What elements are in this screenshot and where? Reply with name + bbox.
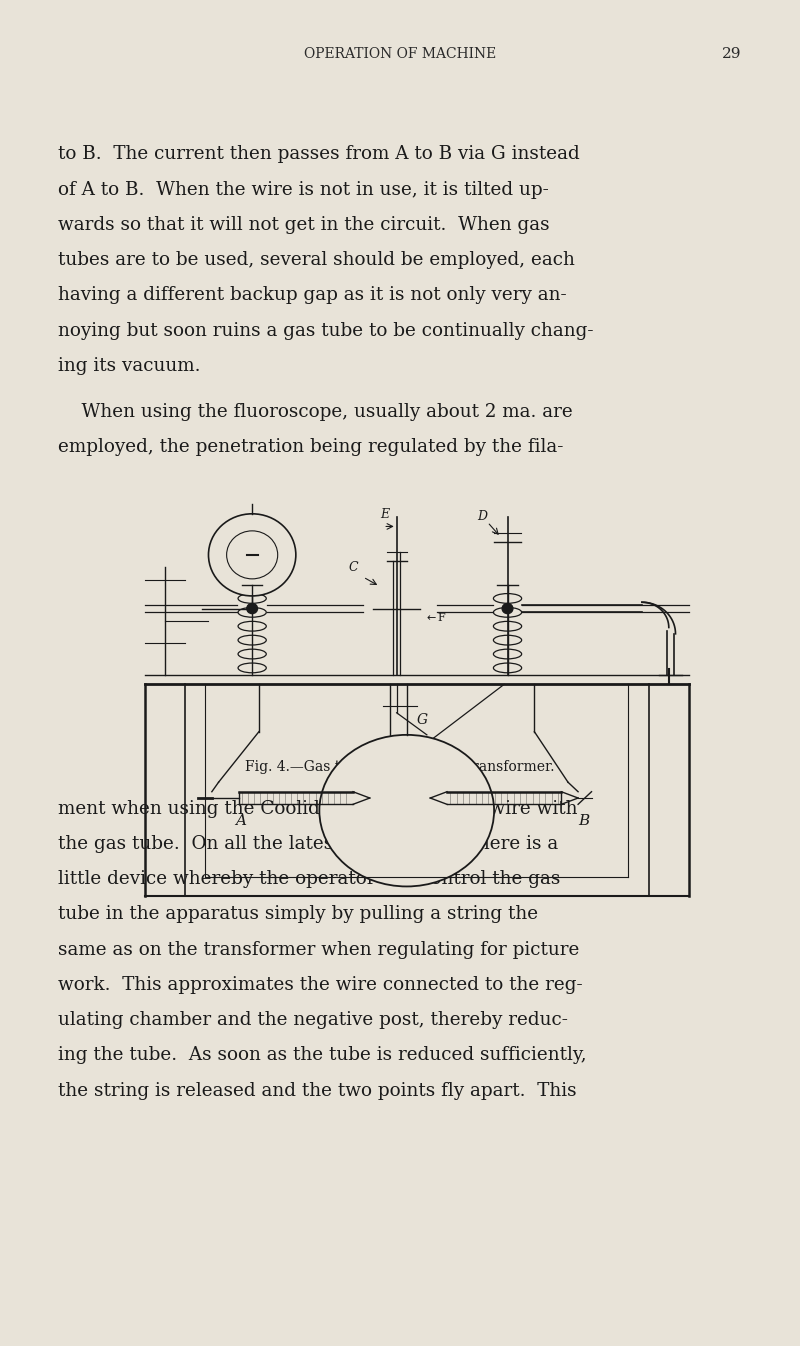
Ellipse shape (238, 607, 266, 618)
Text: having a different backup gap as it is not only very an-: having a different backup gap as it is n… (58, 287, 567, 304)
Text: ing the tube.  As soon as the tube is reduced sufficiently,: ing the tube. As soon as the tube is red… (58, 1046, 587, 1065)
Ellipse shape (494, 649, 522, 660)
Text: the string is released and the two points fly apart.  This: the string is released and the two point… (58, 1082, 577, 1100)
Ellipse shape (238, 594, 266, 603)
Circle shape (226, 530, 278, 579)
Text: C: C (348, 561, 358, 573)
Ellipse shape (494, 594, 522, 603)
Text: ing its vacuum.: ing its vacuum. (58, 357, 201, 376)
Text: work.  This approximates the wire connected to the reg-: work. This approximates the wire connect… (58, 976, 583, 993)
Text: B: B (578, 814, 590, 828)
Text: employed, the penetration being regulated by the fila-: employed, the penetration being regulate… (58, 439, 564, 456)
Text: E: E (380, 509, 389, 521)
Text: tubes are to be used, several should be employed, each: tubes are to be used, several should be … (58, 252, 575, 269)
Text: little device whereby the operator can control the gas: little device whereby the operator can c… (58, 870, 561, 888)
Ellipse shape (494, 622, 522, 631)
Text: OPERATION OF MACHINE: OPERATION OF MACHINE (304, 47, 496, 61)
Ellipse shape (238, 622, 266, 631)
Text: of A to B.  When the wire is not in use, it is tilted up-: of A to B. When the wire is not in use, … (58, 180, 549, 199)
Circle shape (246, 603, 258, 614)
Text: wards so that it will not get in the circuit.  When gas: wards so that it will not get in the cir… (58, 215, 550, 234)
Text: tube in the apparatus simply by pulling a string the: tube in the apparatus simply by pulling … (58, 906, 538, 923)
Text: $\leftarrow$F: $\leftarrow$F (423, 611, 446, 623)
Ellipse shape (319, 735, 494, 887)
Text: Fig. 4.—Gas tube connected to transformer.: Fig. 4.—Gas tube connected to transforme… (246, 760, 554, 774)
Text: G: G (417, 713, 428, 727)
Ellipse shape (238, 649, 266, 660)
Ellipse shape (238, 635, 266, 645)
Text: D: D (478, 510, 487, 524)
Ellipse shape (494, 664, 522, 673)
Text: 29: 29 (722, 47, 742, 61)
Text: A: A (235, 814, 246, 828)
Ellipse shape (494, 607, 522, 618)
Text: noying but soon ruins a gas tube to be continually chang-: noying but soon ruins a gas tube to be c… (58, 322, 594, 339)
Text: the gas tube.  On all the latest fluoroscopes there is a: the gas tube. On all the latest fluorosc… (58, 835, 558, 853)
Circle shape (502, 603, 513, 614)
Ellipse shape (494, 635, 522, 645)
Circle shape (209, 514, 296, 596)
Text: ment when using the Coolidge or by the third wire with: ment when using the Coolidge or by the t… (58, 800, 578, 817)
Text: to B.  The current then passes from A to B via G instead: to B. The current then passes from A to … (58, 145, 580, 163)
Text: When using the fluoroscope, usually about 2 ma. are: When using the fluoroscope, usually abou… (58, 402, 573, 421)
Ellipse shape (238, 664, 266, 673)
Text: same as on the transformer when regulating for picture: same as on the transformer when regulati… (58, 941, 580, 958)
Text: ulating chamber and the negative post, thereby reduc-: ulating chamber and the negative post, t… (58, 1011, 568, 1030)
